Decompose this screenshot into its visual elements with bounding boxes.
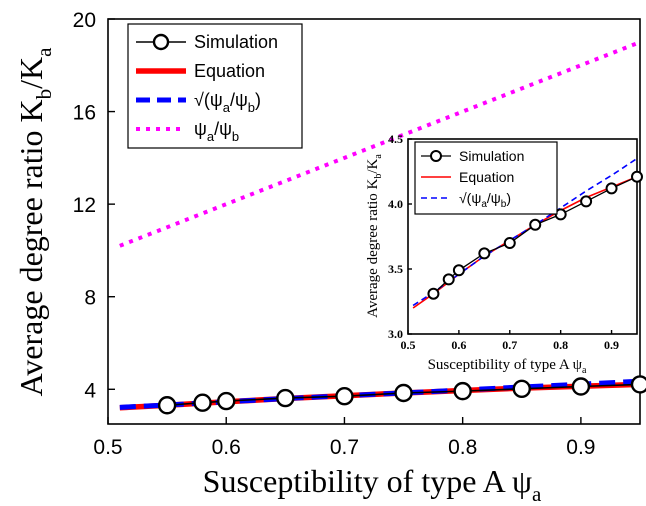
inset-simulation-point bbox=[605, 182, 618, 195]
inset-simulation-point bbox=[529, 218, 542, 231]
inset-legend-sqrt-suffix: ) bbox=[506, 190, 511, 206]
inset-legend-sqrt-label: √(ψa/ψb) bbox=[459, 190, 511, 210]
inset-plot: 0.5 0.6 0.7 0.8 0.9 3.0 3.5 4.0 4.5 Susceptibilit… bbox=[365, 132, 643, 376]
inset-y-axis-title-sub1: b bbox=[373, 174, 384, 179]
inset-y-axis-title: Average degree ratio Kb/Ka bbox=[365, 154, 384, 318]
inset-plot-frame bbox=[407, 138, 638, 335]
main-legend-ratio-mid: /ψ bbox=[214, 119, 232, 139]
inset-simulation-point bbox=[452, 264, 465, 277]
inset-x-tick-label: 0.7 bbox=[502, 338, 517, 352]
inset-legend-simulation-marker bbox=[430, 150, 442, 162]
inset-y-tick-label: 3.0 bbox=[388, 327, 403, 341]
main-legend-sqrt-sub1: a bbox=[223, 100, 231, 115]
main-x-axis-title: Susceptibility of type A ψa bbox=[203, 463, 542, 506]
main-legend-simulation-marker bbox=[152, 33, 170, 51]
inset-x-tick-label: 0.5 bbox=[401, 338, 416, 352]
main-y-axis-title-main: Average degree ratio K bbox=[13, 99, 49, 396]
main-simulation-point bbox=[630, 375, 646, 394]
inset-series-sqrt-line bbox=[412, 157, 638, 307]
main-y-tick-label: 8 bbox=[84, 287, 96, 310]
inset-legend-sqrt-sub1: a bbox=[481, 199, 487, 210]
inset-x-axis-title: Susceptibility of type A ψa bbox=[428, 357, 587, 376]
main-simulation-point bbox=[335, 387, 354, 406]
inset-x-tick-label: 0.8 bbox=[553, 338, 568, 352]
inset-legend-simulation-label: Simulation bbox=[459, 148, 524, 164]
inset-series-simulation-line bbox=[433, 176, 638, 295]
main-y-tick-label: 20 bbox=[73, 9, 96, 32]
main-y-tick-label: 12 bbox=[73, 194, 96, 217]
main-x-tick-label: 0.6 bbox=[212, 436, 241, 459]
main-y-tick-label: 16 bbox=[73, 102, 96, 125]
main-legend-equation-label: Equation bbox=[194, 61, 265, 81]
main-x-axis-title-main: Susceptibility of type A ψ bbox=[203, 463, 532, 499]
main-x-tick-label: 0.7 bbox=[330, 436, 359, 459]
main-y-axis-title-sub1: b bbox=[32, 89, 56, 100]
inset-simulation-point bbox=[478, 247, 491, 260]
main-x-axis-title-sub: a bbox=[532, 482, 542, 506]
main-series-simulation-line bbox=[167, 383, 641, 407]
main-legend-sqrt-suffix: ) bbox=[255, 90, 261, 110]
main-x-tick-label: 0.5 bbox=[93, 436, 122, 459]
inset-y-tick-label: 3.5 bbox=[388, 262, 403, 276]
inset-x-tick-label: 0.6 bbox=[451, 338, 466, 352]
main-simulation-point bbox=[157, 396, 177, 415]
inset-simulation-point bbox=[580, 195, 593, 208]
main-simulation-point bbox=[571, 377, 591, 396]
main-simulation-point bbox=[453, 381, 472, 401]
main-legend-ratio-prefix: ψ bbox=[194, 119, 207, 139]
main-legend-sqrt-prefix: √(ψ bbox=[194, 90, 223, 110]
inset-x-axis-title-sub: a bbox=[582, 365, 587, 376]
main-legend-sqrt-mid: /ψ bbox=[230, 90, 248, 110]
main-simulation-point bbox=[394, 383, 413, 403]
main-x-tick-label: 0.9 bbox=[566, 436, 595, 459]
main-y-axis-title-mid: /K bbox=[13, 57, 49, 89]
main-y-axis-title-sub2: a bbox=[32, 47, 56, 57]
inset-y-axis-title-main: Average degree ratio K bbox=[365, 178, 381, 317]
inset-simulation-point bbox=[427, 287, 440, 300]
inset-simulation-point bbox=[503, 237, 516, 249]
main-simulation-point bbox=[276, 388, 295, 408]
inset-x-axis-title-main: Susceptibility of type A ψ bbox=[428, 357, 583, 373]
main-simulation-point bbox=[512, 379, 531, 399]
inset-y-axis-title-sub2: a bbox=[373, 154, 384, 159]
main-y-tick-label: 4 bbox=[84, 379, 96, 402]
inset-y-axis-title-mid: /K bbox=[365, 158, 381, 173]
inset-legend-equation-label: Equation bbox=[459, 169, 514, 185]
inset-simulation-point bbox=[631, 170, 643, 183]
inset-x-tick-label: 0.9 bbox=[604, 338, 619, 352]
inset-y-tick-label: 4.0 bbox=[388, 197, 403, 211]
main-y-axis-title: Average degree ratio Kb/Ka bbox=[13, 47, 56, 397]
inset-legend-sqrt-prefix: √(ψ bbox=[459, 190, 481, 206]
inset-simulation-point bbox=[442, 273, 455, 286]
main-legend-sqrt-sub2: b bbox=[248, 100, 255, 115]
main-plot-frame bbox=[107, 18, 641, 425]
main-legend-simulation-label: Simulation bbox=[194, 32, 278, 52]
main-legend-ratio-sub1: a bbox=[207, 129, 215, 144]
main-simulation-point bbox=[217, 391, 236, 411]
main-x-tick-label: 0.8 bbox=[448, 436, 477, 459]
main-legend-ratio-label: ψa/ψb bbox=[194, 119, 239, 144]
main-plot: 0.5 0.6 0.7 0.8 0.9 4 8 12 16 20 Susceptibility of… bbox=[13, 9, 646, 506]
main-legend-ratio-sub2: b bbox=[232, 129, 239, 144]
main-simulation-point bbox=[193, 393, 212, 412]
inset-legend-sqrt-sub2: b bbox=[501, 199, 507, 210]
inset-legend-sqrt-mid: /ψ bbox=[487, 190, 501, 206]
inset-y-tick-label: 4.5 bbox=[388, 132, 403, 146]
main-legend-sqrt-label: √(ψa/ψb) bbox=[194, 90, 261, 115]
